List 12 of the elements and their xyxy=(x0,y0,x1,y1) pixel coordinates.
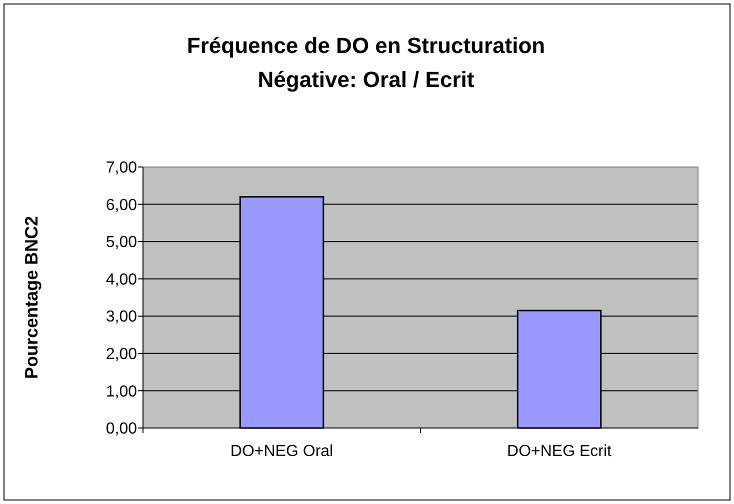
x-tick-label: DO+NEG Ecrit xyxy=(507,443,612,460)
y-tick-label: 0,00 xyxy=(106,420,138,438)
y-tick-label: 4,00 xyxy=(106,271,138,288)
y-axis-title: Pourcentage BNC2 xyxy=(21,216,42,380)
y-tick-label: 5,00 xyxy=(106,234,138,252)
y-tick-label: 6,00 xyxy=(106,196,138,214)
y-tick-label: 1,00 xyxy=(106,383,138,400)
x-tick-label: DO+NEG Oral xyxy=(230,443,334,460)
y-tick-label: 7,00 xyxy=(106,160,138,177)
y-tick-label: 3,00 xyxy=(106,308,138,326)
chart-title: Fréquence de DO en Structuration Négative: Oral / Ecrit xyxy=(186,33,546,92)
y-tick-label: 2,00 xyxy=(106,346,138,364)
